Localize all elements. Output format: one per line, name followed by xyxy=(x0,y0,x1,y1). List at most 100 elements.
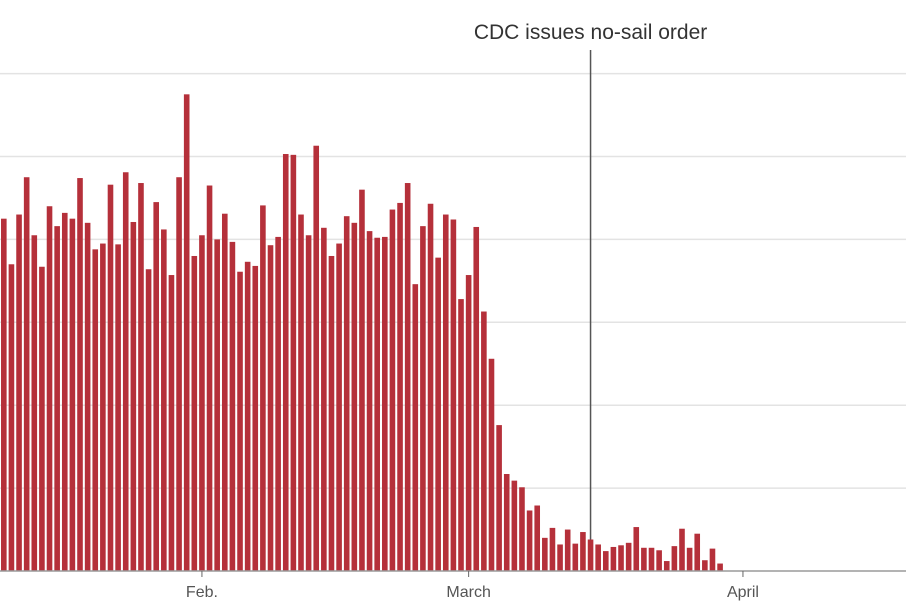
bar xyxy=(23,177,30,571)
bar xyxy=(534,505,541,571)
annotations: CDC issues no-sail order xyxy=(474,21,707,540)
bars xyxy=(1,94,723,572)
bar xyxy=(580,532,586,571)
bar xyxy=(420,226,426,572)
bar xyxy=(77,178,83,571)
bar xyxy=(542,537,548,571)
bar xyxy=(107,184,114,571)
bar xyxy=(435,257,441,571)
bar xyxy=(100,243,106,572)
bar xyxy=(679,528,685,571)
bar xyxy=(214,239,220,571)
bar xyxy=(503,474,510,571)
bar xyxy=(328,255,335,572)
bar xyxy=(290,154,297,572)
bar xyxy=(206,185,213,571)
bar xyxy=(343,216,350,572)
bar xyxy=(122,172,129,571)
bar xyxy=(450,219,457,571)
bar xyxy=(481,311,487,571)
bar xyxy=(168,275,175,571)
annotation-label: CDC issues no-sail order xyxy=(474,21,707,44)
x-tick-label: Feb. xyxy=(186,584,218,601)
bar xyxy=(305,235,312,571)
x-tick-label: March xyxy=(446,584,490,601)
bar xyxy=(656,550,662,571)
bar xyxy=(663,561,670,571)
bar xyxy=(153,202,160,571)
bar xyxy=(694,533,701,571)
bar xyxy=(313,145,320,571)
bar xyxy=(488,358,495,571)
bar xyxy=(625,542,632,571)
bar xyxy=(564,529,571,571)
bar xyxy=(496,425,502,571)
bar xyxy=(321,227,327,571)
bar xyxy=(229,241,236,571)
x-tick-label: April xyxy=(727,584,759,601)
bar xyxy=(511,480,518,571)
bar xyxy=(382,236,388,571)
bar xyxy=(602,551,609,571)
bar xyxy=(275,236,281,571)
bar xyxy=(69,218,76,572)
bar xyxy=(260,205,266,571)
bar xyxy=(54,226,60,572)
bar xyxy=(138,183,144,571)
bar xyxy=(92,249,99,571)
bar xyxy=(519,487,525,571)
bar xyxy=(221,213,228,572)
bar xyxy=(252,265,259,571)
bar xyxy=(130,221,137,571)
bar xyxy=(161,229,167,571)
bar xyxy=(671,546,678,571)
bar xyxy=(46,206,53,572)
bar xyxy=(610,546,617,571)
bar xyxy=(183,94,190,571)
bar xyxy=(397,202,403,571)
bar xyxy=(84,222,91,571)
bar xyxy=(389,209,396,571)
bar xyxy=(633,527,640,571)
bar xyxy=(557,544,563,571)
bar xyxy=(244,261,251,571)
bar xyxy=(16,214,22,571)
bar xyxy=(648,547,655,571)
bar xyxy=(199,235,205,571)
bar xyxy=(473,226,480,571)
bar xyxy=(458,299,464,571)
x-axis-ticks: Feb. March April xyxy=(186,571,759,601)
bar xyxy=(191,255,198,572)
bar xyxy=(282,154,289,571)
bar xyxy=(595,544,601,571)
bar xyxy=(702,560,708,571)
bar xyxy=(336,243,342,572)
bar xyxy=(61,212,68,571)
bar xyxy=(145,269,152,571)
bar xyxy=(587,539,594,571)
bar xyxy=(8,264,15,571)
bar xyxy=(442,214,449,571)
bar xyxy=(1,218,7,572)
bar xyxy=(686,547,693,571)
bar xyxy=(374,237,380,571)
bar xyxy=(298,214,304,571)
bar xyxy=(641,547,647,571)
bar xyxy=(237,271,243,571)
bar xyxy=(526,510,533,571)
bar xyxy=(465,275,472,571)
bar xyxy=(351,222,358,571)
bar xyxy=(549,527,556,571)
bar xyxy=(404,183,411,571)
bar xyxy=(618,545,624,571)
bar xyxy=(427,203,434,572)
bar xyxy=(412,284,419,571)
bar xyxy=(39,266,45,571)
bar xyxy=(115,244,121,571)
bar xyxy=(359,189,365,571)
bar xyxy=(176,177,182,571)
bar xyxy=(717,563,723,571)
bar xyxy=(31,235,38,571)
bar xyxy=(572,543,579,571)
